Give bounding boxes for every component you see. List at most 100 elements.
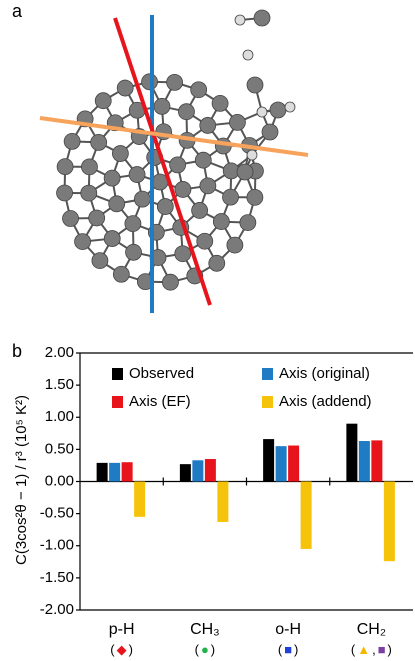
atom [227, 237, 243, 253]
atom [109, 196, 125, 212]
atom [126, 244, 142, 260]
atom [247, 77, 263, 93]
atom [229, 114, 245, 130]
atom [262, 124, 278, 140]
atom [197, 233, 213, 249]
bar [288, 446, 299, 482]
note-part: ◆ [117, 642, 127, 657]
y-tick-label: -1.50 [40, 569, 74, 586]
atom [213, 214, 229, 230]
atom [209, 255, 225, 271]
bar [371, 440, 382, 481]
atom [192, 202, 208, 218]
bar [122, 462, 133, 481]
note-part: ■ [284, 642, 292, 657]
atom [125, 216, 141, 232]
note-part: ) [294, 642, 298, 657]
atom [162, 274, 178, 290]
bar [134, 482, 145, 517]
panel-label: a [12, 1, 23, 21]
bar [109, 463, 120, 482]
atom [285, 102, 295, 112]
y-tick-label: 0.00 [45, 472, 74, 489]
atom [75, 234, 91, 250]
bar [205, 459, 216, 481]
bar [346, 424, 357, 482]
atom [117, 80, 133, 96]
legend-swatch [262, 368, 273, 380]
atom [200, 117, 216, 133]
note-part: ) [388, 642, 392, 657]
atom [91, 134, 107, 150]
note-part: ( [278, 642, 283, 657]
atom [240, 215, 256, 231]
bar [263, 439, 274, 481]
note-part: ) [129, 642, 133, 657]
atom [57, 159, 73, 175]
x-tick-label: o-H [275, 621, 301, 638]
atom [167, 74, 183, 90]
y-tick-label: 1.00 [45, 408, 74, 425]
atom [195, 152, 211, 168]
note-part: ● [201, 642, 209, 657]
bar [180, 464, 191, 481]
atom [129, 167, 145, 183]
atom [243, 50, 253, 60]
atom [170, 157, 186, 173]
atom [178, 104, 194, 120]
note-part: ) [211, 642, 215, 657]
category-note: (◆) [110, 642, 133, 657]
note-part: ( [351, 642, 356, 657]
atom [247, 189, 263, 205]
bar [301, 482, 312, 549]
y-tick-label: 1.50 [45, 376, 74, 393]
panel-label: b [12, 341, 22, 361]
atom [81, 159, 97, 175]
legend-label: Axis (EF) [129, 393, 191, 410]
atom [92, 253, 108, 269]
atom [104, 231, 120, 247]
atom [175, 246, 191, 262]
atom [154, 98, 170, 114]
bar [97, 463, 108, 482]
bar [217, 482, 228, 522]
atom [270, 102, 286, 118]
atom [104, 170, 120, 186]
y-tick-label: -1.00 [40, 537, 74, 554]
bar [384, 482, 395, 562]
atom [63, 211, 79, 227]
atom [257, 107, 267, 117]
y-tick-label: -0.50 [40, 505, 74, 522]
note-part: ■ [378, 642, 386, 657]
atom [112, 146, 128, 162]
x-tick-label: CH₃ [190, 621, 220, 638]
category-note: (●) [195, 642, 216, 657]
atom [212, 95, 228, 111]
atom [200, 178, 216, 194]
atom [237, 164, 253, 180]
atom [95, 93, 111, 109]
atom [57, 185, 73, 201]
legend-swatch [262, 396, 273, 408]
molecule-image [40, 10, 308, 313]
atom [142, 74, 158, 90]
category-note: (■) [278, 642, 299, 657]
y-tick-label: -2.00 [40, 601, 74, 618]
y-tick-label: 2.00 [45, 344, 74, 361]
legend-swatch [112, 368, 123, 380]
atom [175, 181, 191, 197]
y-tick-label: 0.50 [45, 440, 74, 457]
note-part: ▲ [357, 642, 370, 657]
note-part: ( [110, 642, 115, 657]
bar [192, 460, 203, 481]
atom [64, 133, 80, 149]
atom [191, 82, 207, 98]
legend-label: Axis (original) [279, 365, 370, 382]
note-part: ( [195, 642, 200, 657]
atom [247, 150, 257, 160]
x-tick-label: CH₂ [357, 621, 386, 638]
atom [81, 185, 97, 201]
atom [235, 15, 245, 25]
y-axis-label: C(3cos²θ − 1) / r³ (10⁵ K²) [13, 395, 30, 565]
bar [276, 446, 287, 481]
